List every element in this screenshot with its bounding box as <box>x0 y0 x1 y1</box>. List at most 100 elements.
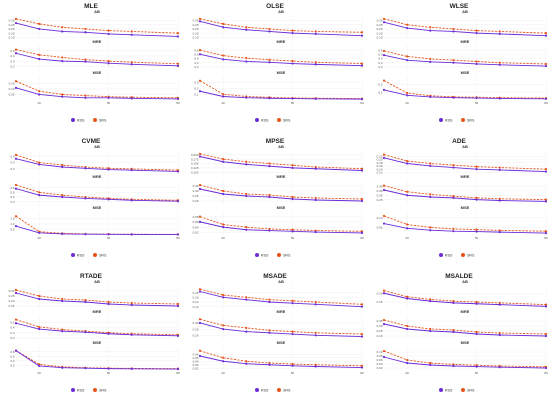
data-point-srs <box>544 168 548 171</box>
data-point-rss <box>198 290 202 293</box>
data-point-rss <box>360 64 364 67</box>
data-point-rss <box>198 90 202 93</box>
panel-mre: MRE 0.60.50.40.3 <box>10 174 180 204</box>
data-point-rss <box>429 363 432 367</box>
data-point-rss <box>544 170 548 173</box>
data-point-srs <box>314 165 317 169</box>
data-point-srs <box>382 79 386 82</box>
data-point-rss <box>429 60 432 63</box>
y-tick-label: 0.2 <box>378 65 383 69</box>
data-point-srs <box>429 298 432 301</box>
data-point-srs <box>222 223 225 226</box>
data-point-rss <box>176 367 180 371</box>
data-point-srs <box>452 227 455 230</box>
data-point-rss <box>452 30 455 33</box>
data-point-rss <box>38 364 41 367</box>
data-point-rss <box>475 365 478 368</box>
series-line-srs <box>15 49 179 65</box>
data-point-srs <box>38 325 41 329</box>
data-point-srs <box>382 49 386 53</box>
panel-title: MRE <box>461 174 470 179</box>
y-tick-label: 0.3 <box>10 59 15 63</box>
data-point-rss <box>107 367 110 370</box>
data-point-srs <box>38 161 41 164</box>
data-point-srs <box>245 360 248 363</box>
x-tick-label: 80 <box>360 101 364 105</box>
series-line-srs <box>383 350 547 368</box>
chart-title: CVME <box>82 138 101 145</box>
data-point-rss <box>107 96 110 99</box>
data-point-srs <box>406 295 409 298</box>
data-point-rss <box>14 322 18 325</box>
data-point-rss <box>14 157 18 160</box>
panel-ab: AB 0.20 0.15 <box>377 279 548 309</box>
data-point-srs <box>382 214 386 218</box>
y-tick-label: 0.30 <box>377 324 383 328</box>
data-point-rss <box>222 160 225 163</box>
series-line-srs <box>383 18 547 34</box>
y-tick-label: 0.20 <box>377 158 383 162</box>
data-point-srs <box>245 56 248 60</box>
data-point-rss <box>14 21 18 25</box>
y-tick-label: 0.3 <box>194 81 199 85</box>
data-point-rss <box>268 300 271 304</box>
data-point-srs <box>429 361 432 365</box>
data-point-rss <box>84 300 87 304</box>
data-point-rss <box>61 232 64 235</box>
panel-mre: MRE 0.60.50.40.30.2 <box>194 39 364 69</box>
y-tick-label: 0.4 <box>10 154 15 158</box>
y-tick-label: 0.15 <box>377 300 383 304</box>
y-tick-label: 0.20 <box>193 199 199 203</box>
x-tick-label: 80 <box>360 371 364 375</box>
series-line-rss <box>383 157 547 173</box>
data-point-rss <box>382 156 386 159</box>
data-point-rss <box>360 98 364 101</box>
data-point-rss <box>429 164 432 168</box>
data-point-srs <box>222 293 225 297</box>
y-tick-label: 0.3 <box>10 200 15 204</box>
y-tick-label: 0.20 <box>9 299 15 303</box>
data-point-srs <box>429 26 432 29</box>
chart-title: OLSE <box>266 3 284 10</box>
x-tick-label: 20 <box>405 371 409 375</box>
data-point-rss <box>544 64 548 68</box>
data-point-srs <box>382 289 386 292</box>
data-point-srs <box>291 59 294 63</box>
legend-marker-rss <box>71 253 75 257</box>
data-point-rss <box>38 231 41 234</box>
data-point-rss <box>360 305 364 308</box>
data-point-srs <box>130 30 133 33</box>
data-point-srs <box>544 198 548 201</box>
data-point-srs <box>452 363 455 366</box>
data-point-rss <box>14 52 18 55</box>
data-point-rss <box>429 195 432 199</box>
data-point-rss <box>475 230 478 233</box>
legend-marker-srs <box>93 388 97 392</box>
y-tick-label: 0.15 <box>377 31 383 35</box>
y-tick-label: 0.20 <box>377 27 383 31</box>
y-tick-label: 0.06 <box>193 220 199 224</box>
data-point-rss <box>38 297 41 301</box>
data-point-srs <box>314 30 317 33</box>
legend-label-rss: RSS <box>77 118 85 122</box>
data-point-rss <box>107 168 110 171</box>
panel-mse: MSE 0.2 0.1 20 50 80 <box>378 70 548 105</box>
y-tick-label: 0.02 <box>193 231 199 235</box>
data-point-srs <box>222 189 225 193</box>
data-point-srs <box>314 300 317 304</box>
data-point-srs <box>245 226 248 229</box>
data-point-rss <box>498 97 501 100</box>
data-point-srs <box>475 196 478 199</box>
data-point-rss <box>360 335 364 338</box>
data-point-srs <box>291 164 294 167</box>
data-point-rss <box>268 165 271 168</box>
panel-mse: MSE 0.100.080.060.040.02 20 50 80 <box>377 340 548 375</box>
data-point-rss <box>222 296 225 299</box>
data-point-srs <box>61 163 64 167</box>
y-tick-label: 0.02 <box>377 366 383 370</box>
data-point-srs <box>291 299 294 302</box>
y-tick-label: 0.3 <box>378 61 383 65</box>
y-tick-label: 0.150 <box>191 162 199 166</box>
data-point-srs <box>429 57 432 61</box>
